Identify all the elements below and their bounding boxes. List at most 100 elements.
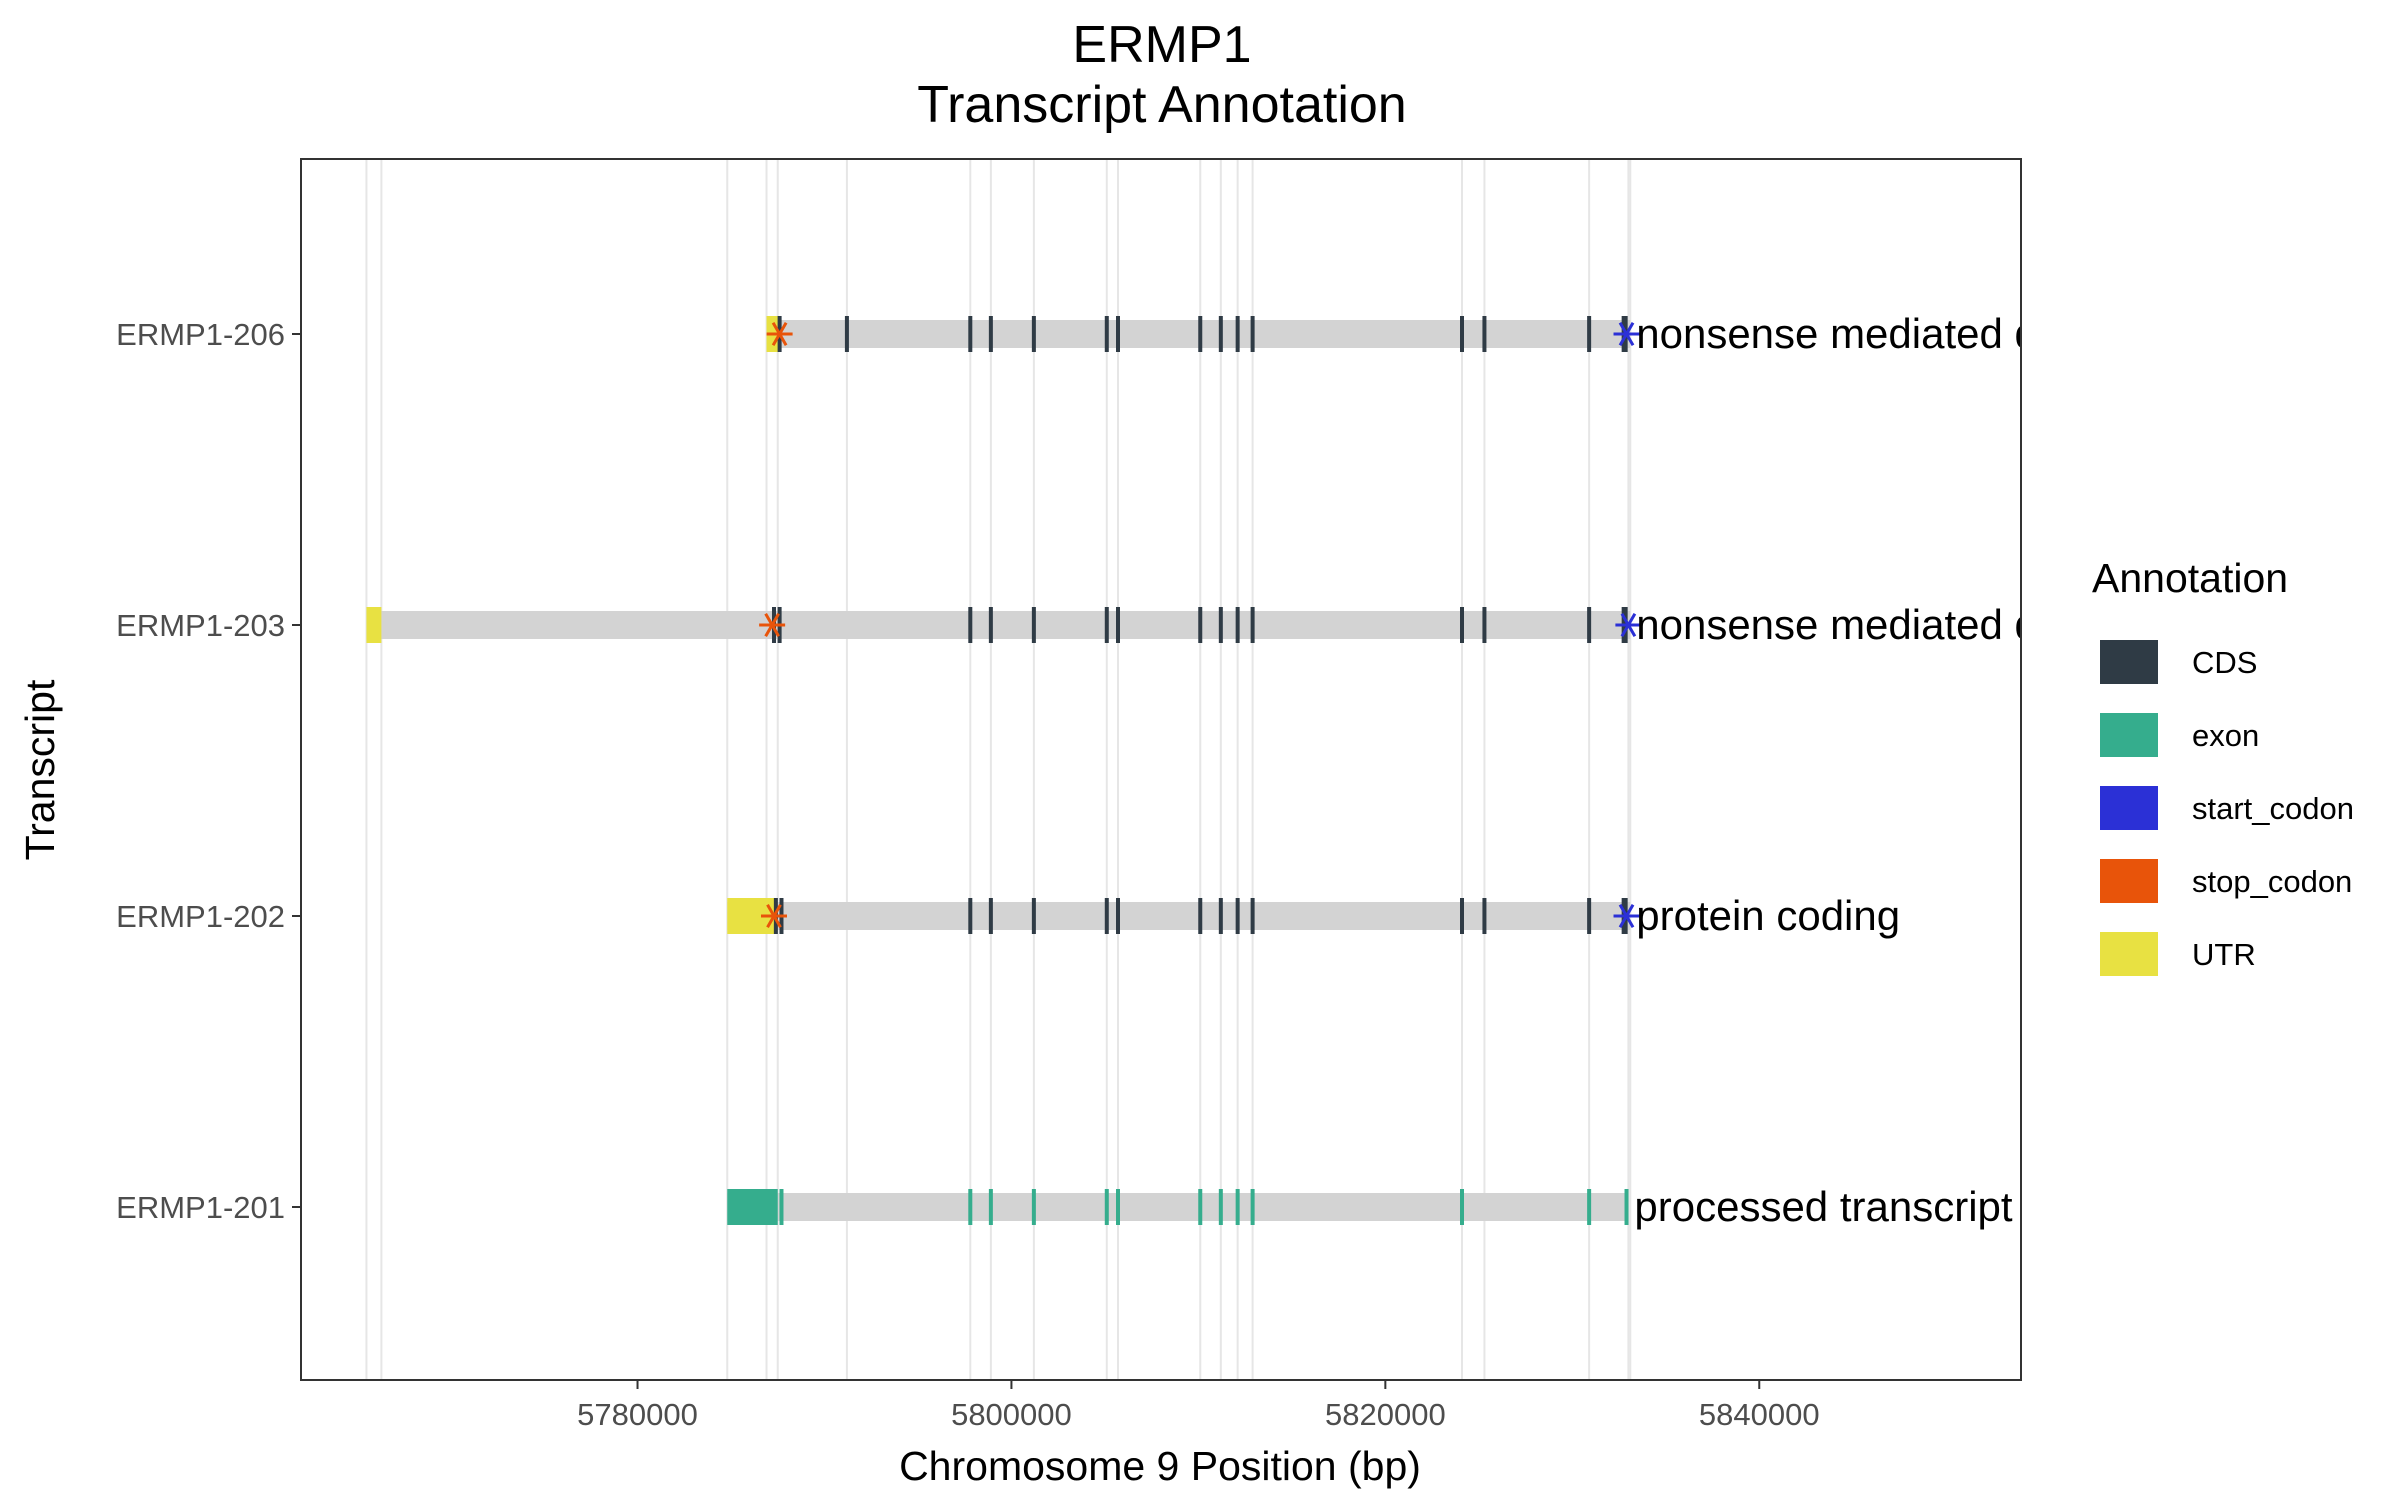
cds-exon bbox=[1198, 607, 1203, 643]
codon-star-stroke bbox=[771, 321, 788, 347]
chart-title: ERMP1 bbox=[1072, 16, 1251, 74]
exon bbox=[1235, 1189, 1240, 1225]
y-tick-label: ERMP1-201 bbox=[116, 1190, 285, 1225]
x-tick-label: 5820000 bbox=[1325, 1397, 1446, 1432]
transcript-track: processed transcript bbox=[727, 1183, 2013, 1230]
start-codon-marker bbox=[1615, 612, 1642, 638]
exon bbox=[1116, 1189, 1120, 1225]
intron-bar bbox=[366, 611, 1631, 639]
codon-star-stroke bbox=[766, 903, 782, 929]
stop-codon-marker bbox=[761, 903, 787, 929]
legend-title: Annotation bbox=[2092, 555, 2288, 601]
exon bbox=[968, 1189, 973, 1225]
cds-exon bbox=[1116, 607, 1120, 643]
cds-exon bbox=[1587, 898, 1592, 934]
transcript-biotype-label: protein coding bbox=[1636, 892, 1900, 939]
exon bbox=[1218, 1189, 1223, 1225]
codon-star-stroke bbox=[1620, 612, 1637, 638]
cds-exon bbox=[1250, 316, 1255, 352]
cds-exon bbox=[988, 607, 993, 643]
exon bbox=[1031, 1189, 1036, 1225]
legend-swatch bbox=[2100, 932, 2158, 976]
codon-star-stroke bbox=[1618, 321, 1635, 347]
exon bbox=[1104, 1189, 1109, 1225]
cds-exon bbox=[968, 898, 973, 934]
cds-exon bbox=[1250, 898, 1255, 934]
cds-exon bbox=[1482, 898, 1487, 934]
codon-star-stroke bbox=[764, 612, 780, 638]
cds-exon bbox=[1104, 316, 1109, 352]
cds-exon bbox=[1235, 898, 1240, 934]
exon-block bbox=[727, 1189, 778, 1225]
cds-exon bbox=[1235, 607, 1240, 643]
y-axis-title: Transcript bbox=[17, 679, 63, 860]
cds-exon bbox=[844, 316, 849, 352]
legend: Annotation CDS exon start_codon stop_codon U… bbox=[2092, 555, 2354, 976]
codon-star-stroke bbox=[1618, 903, 1635, 929]
exon bbox=[1460, 1189, 1464, 1225]
legend-label: start_codon bbox=[2192, 791, 2354, 826]
x-axis-title: Chromosome 9 Position (bp) bbox=[899, 1443, 1421, 1489]
cds-exon bbox=[968, 316, 973, 352]
transcript-track: nonsense mediated decay bbox=[366, 601, 2126, 648]
transcript-track: nonsense mediated decay bbox=[766, 310, 2126, 357]
intron-bar bbox=[727, 902, 1631, 930]
stop-codon-marker bbox=[766, 321, 793, 347]
x-axis: 5780000 5800000 5820000 5840000 bbox=[577, 1380, 1820, 1432]
stop-codon-marker bbox=[759, 612, 786, 638]
cds-exon bbox=[1198, 316, 1203, 352]
cds-exon bbox=[1250, 607, 1255, 643]
x-tick-label: 5840000 bbox=[1699, 1397, 1820, 1432]
exon bbox=[779, 1189, 784, 1225]
cds-exon bbox=[1031, 316, 1036, 352]
y-tick-label: ERMP1-206 bbox=[116, 317, 285, 352]
cds-exon bbox=[1235, 316, 1240, 352]
transcript-tracks: nonsense mediated decay nonsense mediated… bbox=[366, 310, 2126, 1230]
y-tick-label: ERMP1-203 bbox=[116, 608, 285, 643]
cds-exon bbox=[1104, 607, 1109, 643]
legend-swatch bbox=[2100, 786, 2158, 830]
legend-swatch bbox=[2100, 859, 2158, 903]
utr-block bbox=[366, 607, 382, 643]
grid-lines bbox=[365, 159, 1632, 1380]
cds-exon bbox=[1218, 316, 1223, 352]
transcript-track: protein coding bbox=[727, 892, 1900, 939]
exon bbox=[1587, 1189, 1592, 1225]
cds-exon bbox=[1031, 607, 1036, 643]
cds-exon bbox=[988, 898, 993, 934]
exon bbox=[1198, 1189, 1203, 1225]
transcript-biotype-label: nonsense mediated decay bbox=[1636, 310, 2126, 357]
cds-exon bbox=[1482, 316, 1487, 352]
cds-exon bbox=[1116, 898, 1120, 934]
cds-exon bbox=[1587, 607, 1592, 643]
x-tick-label: 5800000 bbox=[951, 1397, 1072, 1432]
cds-exon bbox=[1218, 607, 1223, 643]
exon bbox=[1250, 1189, 1255, 1225]
plot-panel-border bbox=[300, 158, 2022, 1381]
legend-swatch bbox=[2100, 640, 2158, 684]
exon bbox=[1624, 1189, 1629, 1225]
y-tick-label: ERMP1-202 bbox=[116, 899, 285, 934]
cds-exon bbox=[1218, 898, 1223, 934]
cds-exon bbox=[1482, 607, 1487, 643]
legend-label: CDS bbox=[2192, 645, 2257, 680]
legend-label: stop_codon bbox=[2192, 864, 2352, 899]
intron-bar bbox=[727, 1193, 1629, 1221]
cds-exon bbox=[1460, 607, 1464, 643]
legend-label: UTR bbox=[2192, 937, 2256, 972]
x-tick-label: 5780000 bbox=[577, 1397, 698, 1432]
start-codon-marker bbox=[1613, 321, 1640, 347]
cds-exon bbox=[1198, 898, 1203, 934]
legend-label: exon bbox=[2192, 718, 2259, 753]
cds-exon bbox=[1587, 316, 1592, 352]
cds-exon bbox=[1460, 316, 1464, 352]
cds-exon bbox=[968, 607, 973, 643]
cds-exon bbox=[1031, 898, 1036, 934]
cds-exon bbox=[1104, 898, 1109, 934]
y-axis: ERMP1-206 ERMP1-203 ERMP1-202 ERMP1-201 bbox=[116, 317, 301, 1225]
cds-exon bbox=[1460, 898, 1464, 934]
transcript-biotype-label: nonsense mediated decay bbox=[1636, 601, 2126, 648]
exon bbox=[988, 1189, 993, 1225]
transcript-biotype-label: processed transcript bbox=[1634, 1183, 2012, 1230]
